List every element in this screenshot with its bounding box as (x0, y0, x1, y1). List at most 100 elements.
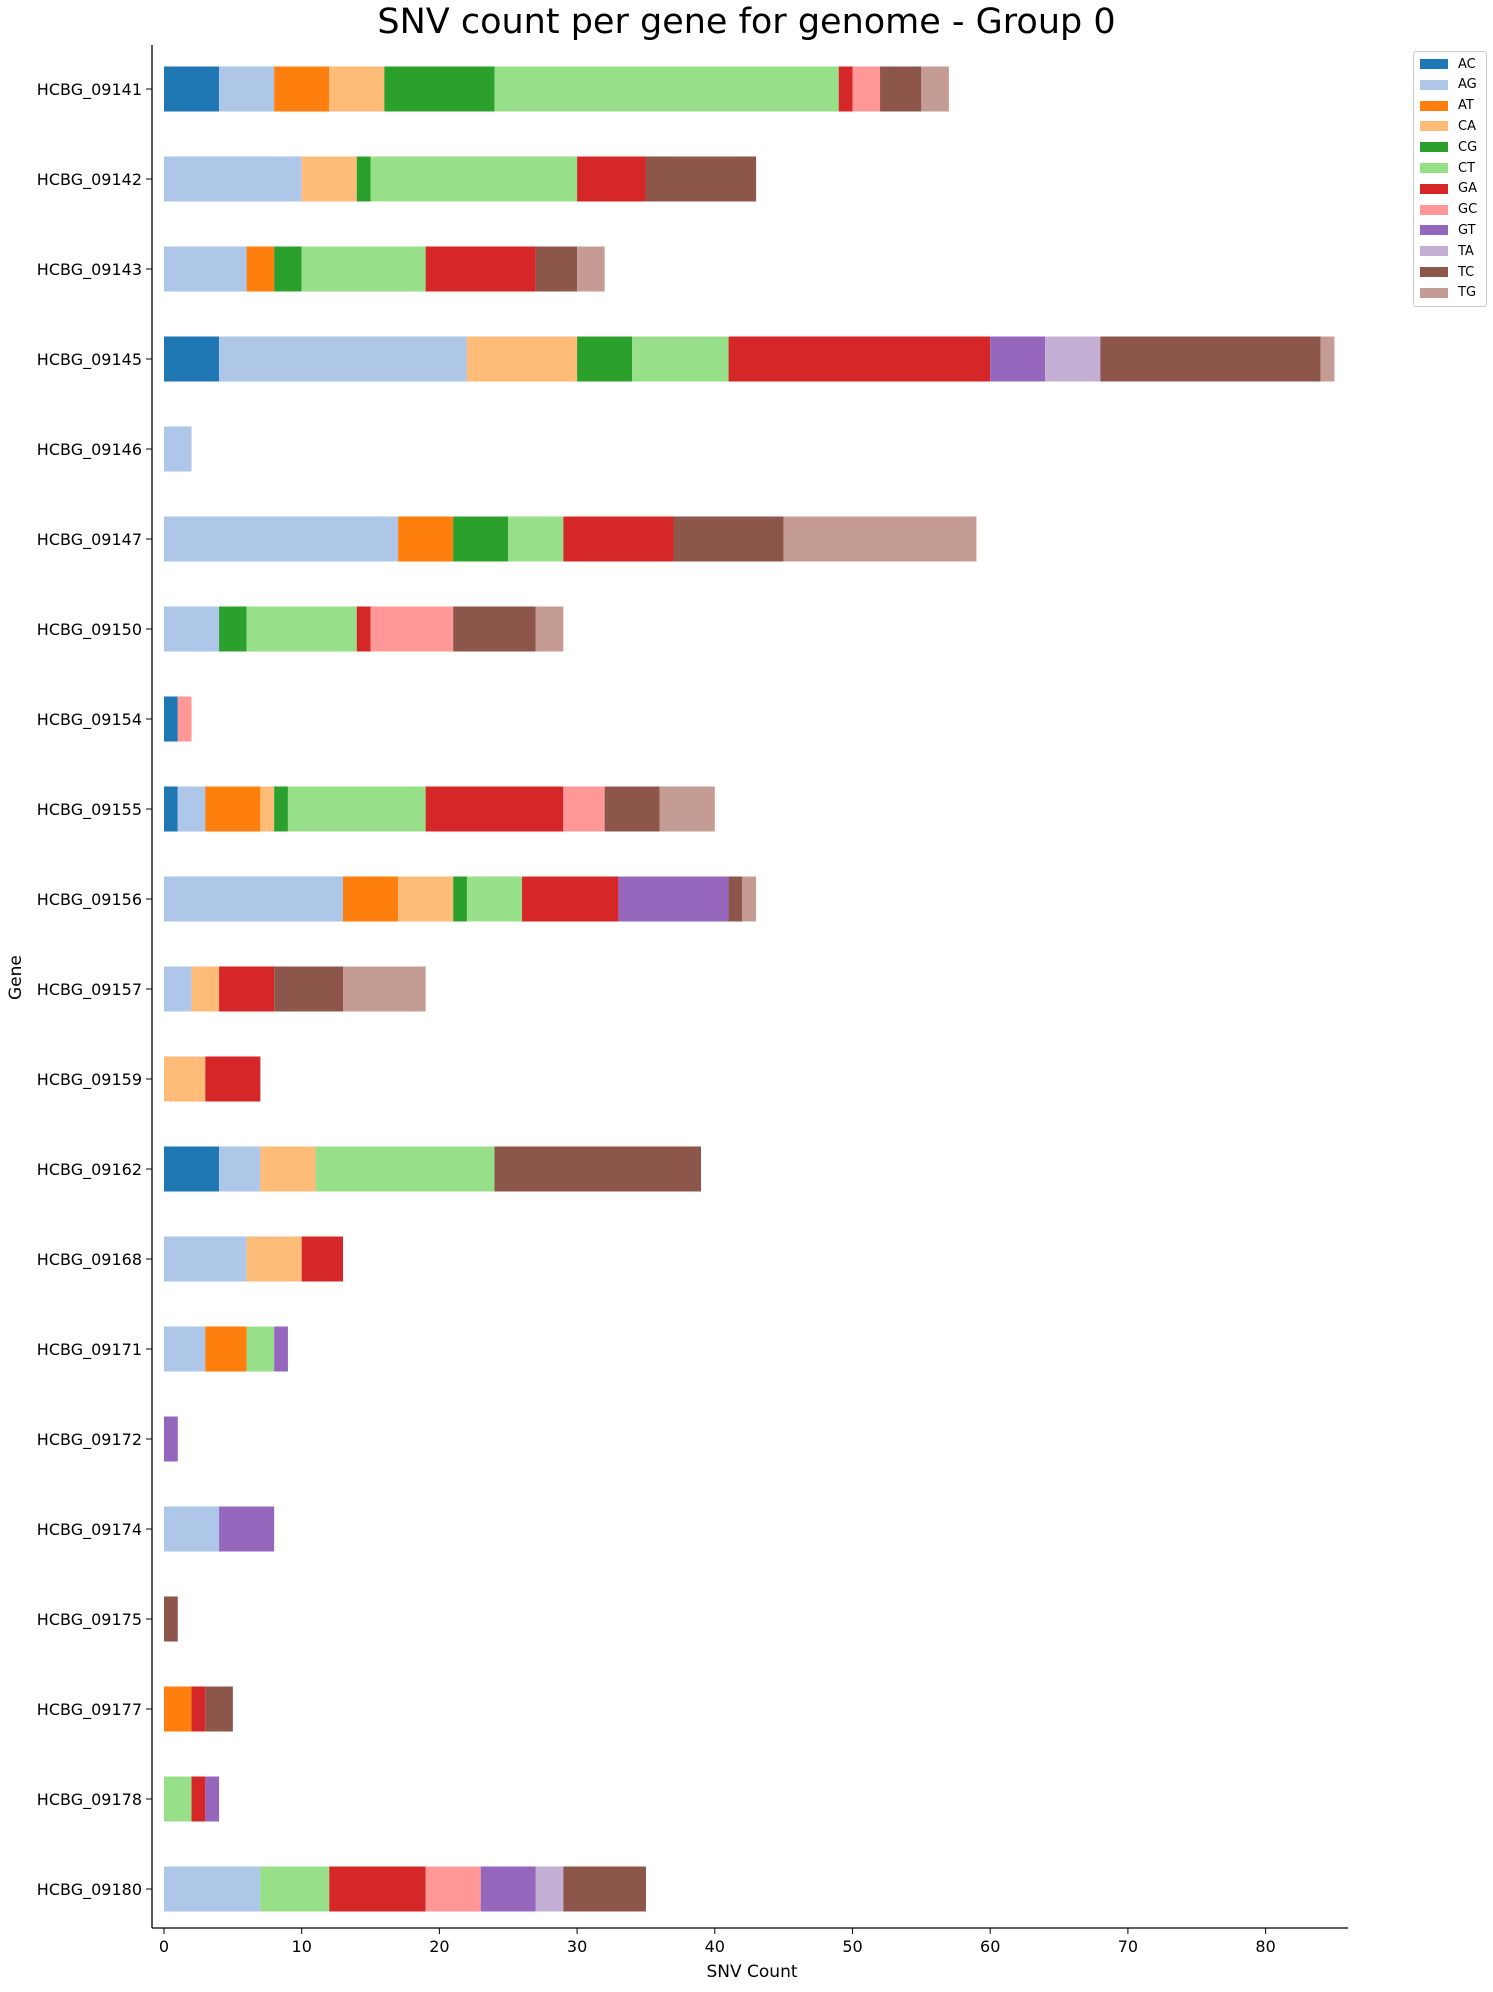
legend-item: CT (1420, 160, 1475, 176)
legend-swatch (1420, 246, 1448, 257)
legend-item: TG (1420, 285, 1476, 301)
bar-segment-ca (260, 1146, 316, 1192)
y-tick-label: HCBG_09178 (37, 1790, 142, 1810)
bar-segment-ct (494, 66, 839, 112)
bar-segment-ga (329, 1866, 426, 1912)
x-tick-label: 80 (1255, 1937, 1275, 1956)
bar-segment-tc (494, 1146, 702, 1192)
bar-segment-ga (577, 156, 646, 202)
bar-segment-cg (453, 516, 509, 562)
legend-swatch (1420, 163, 1448, 173)
bar-segment-ag (177, 786, 206, 832)
bar-segment-tg (535, 606, 564, 652)
bar-segment-tc (274, 966, 344, 1012)
bar-segment-ct (164, 1776, 192, 1822)
x-tick-label: 70 (1118, 1937, 1138, 1956)
bar-segment-gt (618, 876, 729, 922)
legend-swatch (1420, 183, 1448, 194)
bar-segment-gc (177, 696, 192, 742)
bar-segment-gc (563, 786, 605, 832)
bar-segment-tc (205, 1686, 233, 1732)
bar-segment-ac (164, 336, 220, 382)
bar-segment-ag (164, 1506, 220, 1552)
bar-segment-ca (260, 786, 275, 832)
bar-segment-ct (508, 516, 564, 562)
bar-segment-ct (370, 156, 578, 202)
bar-segment-ac (164, 66, 220, 112)
bar-segment-cg (384, 66, 495, 112)
y-tick-label: HCBG_09147 (37, 530, 142, 550)
bar-segment-ga (356, 606, 371, 652)
bar-segment-ct (246, 1326, 275, 1372)
bar-segment-ga (191, 1686, 206, 1732)
bar-segment-cg (274, 246, 302, 292)
y-tick-label: HCBG_09159 (37, 1070, 142, 1090)
y-tick-label: HCBG_09145 (37, 350, 142, 370)
legend-swatch (1420, 121, 1448, 132)
legend-label: CT (1458, 160, 1476, 176)
y-tick-label: HCBG_09162 (37, 1160, 142, 1180)
bar-segment-at (205, 1326, 247, 1372)
y-tick-label: HCBG_09171 (37, 1340, 142, 1360)
bar-segment-ac (164, 696, 178, 742)
bar-segment-tg (783, 516, 977, 562)
y-axis-label: Gene (6, 955, 26, 1000)
legend-label: TG (1458, 285, 1477, 301)
bar-segment-gc (370, 606, 454, 652)
y-tick-label: HCBG_09142 (37, 170, 142, 190)
bar-segment-at (274, 66, 330, 112)
bar-segment-gt (205, 1776, 220, 1822)
bar-segment-ga (425, 246, 536, 292)
legend-swatch (1420, 59, 1448, 69)
bar-segment-at (246, 246, 275, 292)
legend-item: GC (1420, 202, 1477, 218)
y-tick-label: HCBG_09168 (37, 1250, 142, 1270)
legend-item: AT (1420, 98, 1474, 114)
legend-swatch (1420, 79, 1448, 90)
bar-segment-tg (742, 876, 757, 922)
bar-segment-gc (852, 66, 881, 112)
legend-label: GT (1458, 222, 1476, 238)
bar-segment-ga (205, 1056, 261, 1102)
legend-label: AT (1458, 98, 1474, 114)
bar-segment-at (343, 876, 399, 922)
bar-segment-ga (522, 876, 619, 922)
bar-segment-ag (219, 66, 275, 112)
bar-segment-gt (274, 1326, 288, 1372)
bar-segment-ca (398, 876, 454, 922)
legend-swatch (1420, 142, 1448, 153)
bar-segment-cg (219, 606, 247, 652)
legend-label: AG (1458, 77, 1477, 93)
bar-segment-ct (466, 876, 523, 922)
bar-segment-ag (219, 336, 467, 382)
bar-segment-at (164, 1686, 192, 1732)
bar-segment-ca (246, 1236, 302, 1282)
x-tick-label: 40 (705, 1937, 725, 1956)
y-tick-label: HCBG_09141 (37, 80, 142, 100)
bar-segment-at (205, 786, 261, 832)
chart-title: SNV count per gene for genome - Group 0 (377, 2, 1116, 42)
legend-swatch (1420, 204, 1448, 215)
legend-item: CA (1420, 118, 1476, 134)
legend-item: AC (1420, 56, 1476, 72)
bar-segment-gc (425, 1866, 481, 1912)
y-tick-label: HCBG_09156 (37, 890, 142, 910)
bar-segment-ca (164, 1056, 206, 1102)
bar-segment-tg (577, 246, 605, 292)
legend-label: CA (1458, 118, 1476, 134)
bar-segment-ct (632, 336, 729, 382)
bar-segment-ca (191, 966, 220, 1012)
bar-segment-ga (563, 516, 674, 562)
legend-label: AC (1458, 56, 1476, 72)
bar-segment-ac (164, 1146, 220, 1192)
legend-swatch (1420, 225, 1448, 236)
y-tick-label: HCBG_09157 (37, 980, 142, 1000)
bar-segment-ag (164, 876, 344, 922)
y-tick-label: HCBG_09155 (37, 800, 142, 820)
y-tick-label: HCBG_09180 (37, 1880, 142, 1900)
y-tick-label: HCBG_09143 (37, 260, 142, 280)
legend-item: AG (1420, 77, 1477, 93)
bar-segment-ac (164, 786, 178, 832)
y-tick-label: HCBG_09175 (37, 1610, 142, 1630)
